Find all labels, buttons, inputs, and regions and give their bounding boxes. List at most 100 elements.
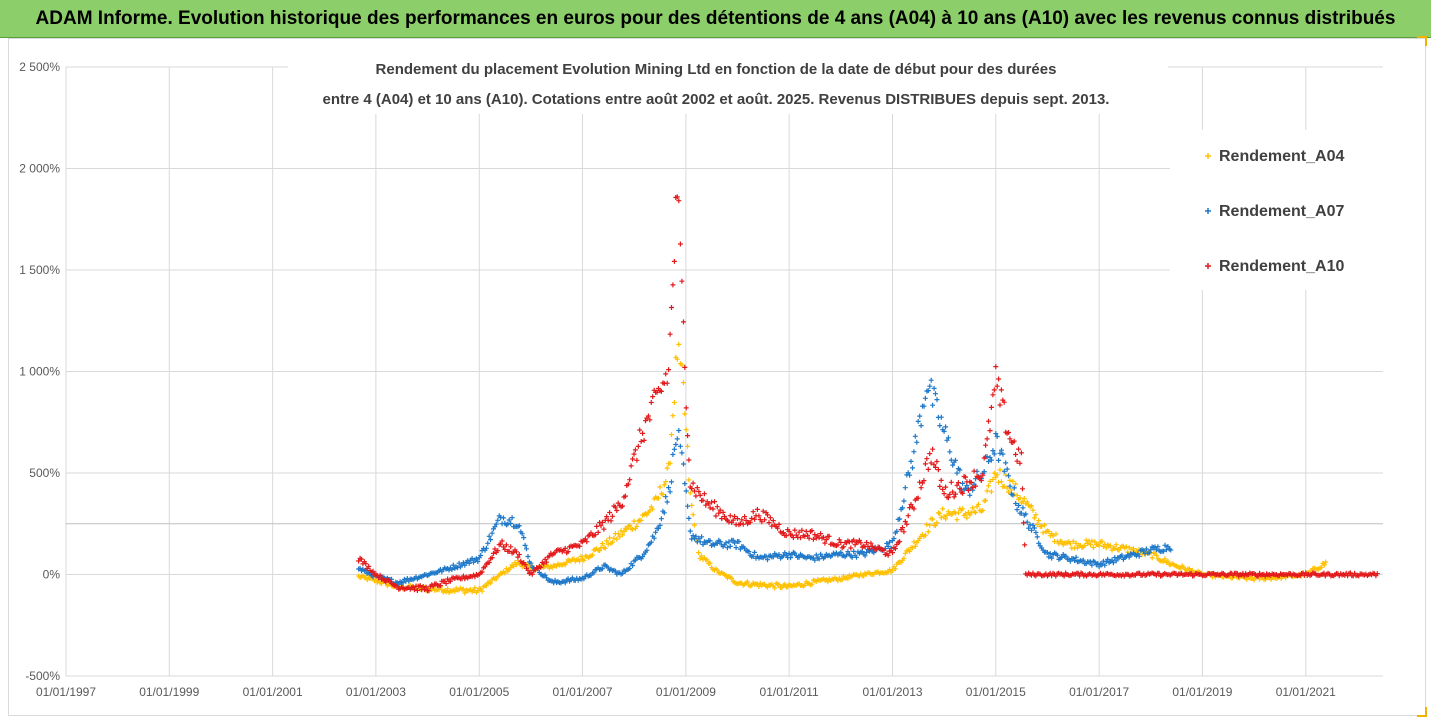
data-point bbox=[443, 589, 449, 595]
data-point bbox=[924, 522, 930, 528]
data-point bbox=[501, 515, 506, 521]
data-point bbox=[689, 502, 695, 508]
data-point bbox=[980, 508, 986, 513]
data-point bbox=[933, 464, 938, 470]
data-point bbox=[482, 564, 488, 570]
data-point bbox=[998, 387, 1004, 393]
data-point bbox=[723, 572, 729, 578]
data-point bbox=[948, 479, 954, 485]
data-point bbox=[489, 530, 495, 536]
data-point bbox=[994, 472, 1000, 478]
data-point bbox=[772, 585, 778, 591]
data-point bbox=[538, 564, 544, 570]
data-point bbox=[823, 537, 829, 543]
data-point bbox=[941, 491, 947, 497]
data-point bbox=[941, 428, 947, 434]
data-point bbox=[615, 531, 621, 537]
data-point bbox=[948, 457, 954, 463]
data-point bbox=[498, 541, 504, 547]
data-point bbox=[776, 552, 782, 557]
data-point bbox=[599, 566, 605, 572]
data-point bbox=[696, 535, 702, 541]
data-point bbox=[663, 371, 669, 377]
data-point bbox=[377, 572, 383, 578]
data-point bbox=[508, 544, 514, 550]
data-point bbox=[984, 436, 990, 442]
data-point bbox=[960, 506, 966, 512]
data-point bbox=[953, 457, 958, 463]
data-point bbox=[598, 523, 604, 529]
data-point bbox=[1029, 503, 1034, 509]
data-point bbox=[1155, 544, 1161, 550]
y-tick-label: 2 000% bbox=[19, 162, 60, 176]
data-point bbox=[908, 502, 914, 507]
data-point bbox=[714, 540, 720, 546]
data-point bbox=[910, 545, 915, 551]
data-point bbox=[963, 474, 968, 480]
data-point bbox=[928, 377, 934, 383]
data-point bbox=[648, 539, 654, 545]
data-point bbox=[693, 493, 699, 499]
data-point bbox=[1030, 522, 1036, 528]
data-point bbox=[733, 545, 739, 551]
data-point bbox=[681, 319, 686, 325]
x-tick-label: 01/01/2001 bbox=[243, 685, 303, 699]
frame-corner-bottom-right bbox=[1417, 707, 1427, 717]
data-point bbox=[601, 526, 607, 532]
data-point bbox=[1021, 496, 1027, 501]
data-point bbox=[1063, 553, 1069, 559]
data-point bbox=[670, 413, 676, 419]
data-point bbox=[667, 331, 673, 337]
data-point bbox=[852, 542, 858, 548]
data-point bbox=[1020, 486, 1025, 492]
data-point bbox=[1029, 527, 1034, 533]
data-point bbox=[930, 516, 936, 522]
data-point bbox=[452, 589, 458, 594]
data-point bbox=[472, 585, 478, 591]
data-point bbox=[1082, 543, 1088, 548]
data-point bbox=[953, 491, 958, 497]
data-point bbox=[460, 586, 466, 592]
data-point bbox=[710, 506, 716, 512]
data-point bbox=[612, 568, 618, 574]
data-point bbox=[679, 362, 685, 368]
data-point bbox=[780, 553, 786, 559]
data-point bbox=[993, 364, 999, 370]
data-point bbox=[954, 470, 960, 476]
data-point bbox=[712, 499, 717, 505]
y-tick-label: -500% bbox=[25, 669, 60, 683]
data-point bbox=[618, 528, 624, 534]
data-point bbox=[954, 482, 960, 488]
data-point bbox=[509, 515, 515, 521]
data-point bbox=[410, 584, 416, 590]
data-point bbox=[611, 535, 617, 541]
data-point bbox=[1054, 552, 1060, 558]
data-point bbox=[912, 433, 918, 439]
data-point bbox=[1083, 537, 1089, 543]
data-point bbox=[1149, 555, 1155, 561]
data-point bbox=[478, 553, 484, 558]
data-point bbox=[851, 537, 857, 543]
data-point bbox=[722, 514, 727, 519]
data-point bbox=[696, 550, 702, 556]
data-point bbox=[964, 515, 970, 521]
data-point bbox=[732, 514, 738, 519]
data-point bbox=[786, 529, 792, 534]
data-point bbox=[651, 535, 657, 541]
x-tick-label: 01/01/2013 bbox=[862, 685, 922, 699]
data-point bbox=[930, 402, 936, 408]
data-point bbox=[911, 449, 917, 455]
data-point bbox=[1126, 554, 1132, 560]
data-point bbox=[713, 513, 719, 519]
data-point bbox=[638, 517, 644, 523]
data-point bbox=[627, 566, 633, 571]
x-tick-label: 01/01/2009 bbox=[656, 685, 716, 699]
data-point bbox=[661, 482, 667, 488]
data-point bbox=[934, 397, 940, 403]
data-point bbox=[750, 553, 756, 559]
data-point bbox=[1004, 466, 1010, 472]
data-point bbox=[450, 562, 456, 568]
data-point bbox=[679, 278, 685, 284]
data-point bbox=[627, 477, 633, 483]
data-point bbox=[805, 532, 811, 538]
